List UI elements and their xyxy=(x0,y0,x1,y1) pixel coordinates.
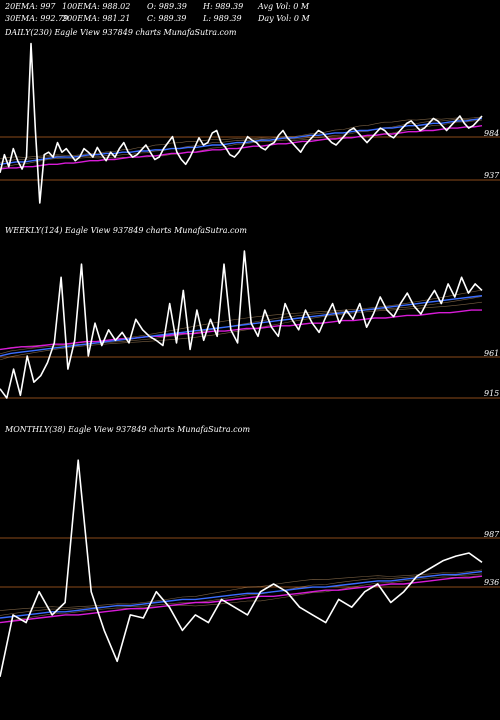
header-ema100: 100EMA: 988.02 xyxy=(62,2,131,11)
header-ema200: 200EMA: 981.21 xyxy=(62,14,131,23)
price-line xyxy=(0,250,483,399)
level-label: 984 xyxy=(484,129,499,138)
ema-misc-line xyxy=(0,575,483,623)
ema-misc-line xyxy=(0,301,483,361)
header-close: C: 989.39 xyxy=(147,14,187,23)
ema-misc-line xyxy=(0,119,483,169)
price-line xyxy=(0,42,483,204)
header-low: L: 989.39 xyxy=(203,14,242,23)
ema-misc-line xyxy=(0,569,483,611)
ema-magenta-line xyxy=(0,309,482,351)
header-open: O: 989.39 xyxy=(147,2,187,11)
level-label: 936 xyxy=(484,578,499,587)
ema-blue-line xyxy=(0,570,483,619)
ema-blue-line xyxy=(0,295,483,357)
daily-panel-title: DAILY(230) Eagle View 937849 charts Muna… xyxy=(5,28,237,37)
ema-magenta-line xyxy=(0,575,483,624)
ema-misc-line xyxy=(0,116,483,159)
level-label: 915 xyxy=(484,389,499,398)
header-high: H: 989.39 xyxy=(203,2,244,11)
header-ema30: 30EMA: 992.79 xyxy=(5,14,69,23)
monthly-panel-title: MONTHLY(38) Eagle View 937849 charts Mun… xyxy=(5,425,251,434)
weekly-panel-title: WEEKLY(124) Eagle View 937849 charts Mun… xyxy=(5,226,247,235)
header-avg-vol: Avg Vol: 0 M xyxy=(258,2,310,11)
ema-misc-line xyxy=(0,573,483,616)
level-label: 987 xyxy=(484,530,500,539)
level-label: 961 xyxy=(484,349,499,358)
level-label: 937 xyxy=(484,171,500,180)
header-day-vol: Day Vol: 0 M xyxy=(258,14,310,23)
header-ema20: 20EMA: 997 xyxy=(5,2,56,11)
price-line xyxy=(0,459,483,677)
